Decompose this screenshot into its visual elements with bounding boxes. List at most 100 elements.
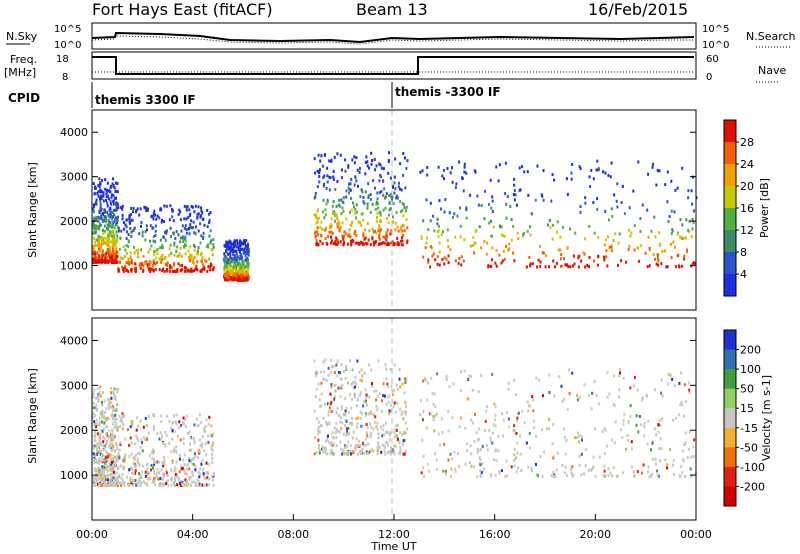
- date-title: 16/Feb/2015: [588, 0, 688, 19]
- power-pixel: [149, 224, 152, 228]
- velocity-pixel: [666, 463, 669, 467]
- power-pixel: [432, 214, 435, 218]
- velocity-pixel: [146, 437, 148, 441]
- velocity-pixel: [535, 376, 538, 380]
- velocity-pixel: [489, 436, 492, 440]
- power-pixel: [370, 198, 372, 201]
- velocity-pixel: [113, 465, 115, 469]
- power-pixel: [477, 203, 480, 207]
- velocity-pixel: [497, 449, 500, 453]
- power-pixel: [670, 232, 673, 235]
- velocity-pixel: [382, 424, 385, 428]
- velocity-pixel: [203, 449, 206, 452]
- velocity-pixel: [621, 436, 624, 439]
- power-pixel: [103, 208, 106, 212]
- velocity-pixel: [647, 470, 650, 474]
- velocity-pixel: [491, 431, 494, 435]
- velocity-pixel: [389, 449, 392, 453]
- power-pixel: [187, 249, 190, 253]
- power-pixel: [162, 235, 165, 239]
- velocity-pixel: [161, 442, 164, 445]
- power-pixel: [427, 228, 430, 232]
- power-pixel: [92, 261, 94, 264]
- velocity-pixel: [399, 431, 402, 435]
- nsky-tick-bottom: 10^0: [54, 40, 81, 51]
- power-pixel: [106, 239, 109, 243]
- power-pixel: [324, 213, 327, 217]
- velocity-pixel: [357, 452, 360, 456]
- velocity-pixel: [641, 398, 644, 402]
- velocity-pixel: [193, 423, 196, 427]
- velocity-pixel: [200, 443, 203, 446]
- velocity-pixel: [152, 466, 154, 470]
- power-pixel: [240, 248, 243, 252]
- power-pixel: [691, 227, 694, 231]
- power-pixel: [106, 244, 109, 247]
- power-pixel: [379, 213, 382, 217]
- power-pixel: [154, 233, 157, 237]
- velocity-pixel: [330, 448, 333, 452]
- power-pixel: [223, 272, 226, 276]
- power-pixel: [226, 260, 229, 264]
- power-pixel: [93, 236, 96, 240]
- power-pixel: [314, 195, 317, 199]
- power-pixel: [231, 277, 234, 281]
- velocity-pixel: [396, 437, 399, 441]
- velocity-pixel: [329, 392, 332, 396]
- power-pixel: [107, 260, 110, 263]
- power-pixel: [531, 262, 534, 266]
- power-ytick-label: 2000: [60, 215, 88, 228]
- velocity-pixel: [113, 435, 116, 439]
- power-pixel: [159, 246, 162, 250]
- power-pixel: [491, 210, 494, 213]
- power-pixel: [602, 170, 605, 174]
- power-pixel: [332, 242, 335, 245]
- velocity-pixel: [103, 469, 106, 473]
- velocity-pixel: [404, 431, 407, 435]
- power-pixel: [247, 275, 250, 279]
- velocity-pixel: [433, 414, 436, 418]
- power-pixel: [603, 258, 606, 262]
- power-pixel: [429, 219, 432, 223]
- velocity-pixel: [486, 405, 489, 409]
- power-pixel: [112, 211, 114, 214]
- power-pixel: [384, 236, 386, 240]
- power-pixel: [242, 276, 244, 280]
- power-pixel: [94, 226, 97, 230]
- power-pixel: [163, 257, 166, 260]
- velocity-pixel: [345, 367, 348, 371]
- power-pixel: [314, 191, 317, 195]
- power-pixel: [244, 264, 247, 268]
- power-pixel: [111, 258, 114, 261]
- power-pixel: [376, 197, 379, 201]
- power-pixel: [353, 161, 356, 165]
- velocity-pixel: [170, 450, 173, 454]
- power-pixel: [560, 264, 563, 268]
- power-pixel: [399, 239, 402, 243]
- power-pixel: [97, 254, 100, 258]
- power-pixel: [113, 258, 116, 262]
- power-pixel: [152, 235, 155, 238]
- power-pixel: [345, 195, 348, 199]
- power-pixel: [237, 278, 239, 282]
- velocity-pixel: [141, 470, 144, 474]
- power-pixel: [230, 256, 233, 260]
- power-pixel: [179, 210, 182, 214]
- nave-tick-top: 60: [706, 54, 719, 65]
- power-pixel: [380, 166, 383, 170]
- velocity-pixel: [111, 448, 114, 452]
- power-pixel: [443, 256, 446, 260]
- velocity-pixel: [131, 471, 134, 475]
- power-pixel: [315, 238, 318, 242]
- velocity-pixel: [359, 378, 362, 382]
- velocity-pixel: [144, 470, 147, 474]
- power-pixel: [110, 230, 113, 234]
- velocity-pixel: [313, 359, 316, 363]
- velocity-pixel: [345, 452, 348, 456]
- power-pixel: [227, 276, 230, 280]
- velocity-pixel: [359, 410, 362, 414]
- power-pixel: [465, 216, 468, 220]
- power-pixel: [388, 202, 391, 205]
- power-pixel: [545, 254, 547, 258]
